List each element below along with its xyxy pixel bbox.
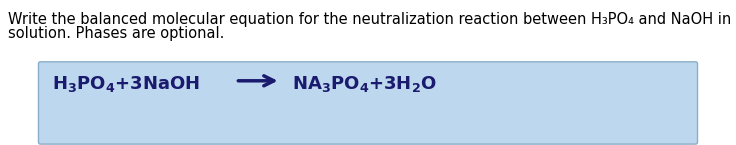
Text: Write the balanced molecular equation for the neutralization reaction between H₃: Write the balanced molecular equation fo…	[8, 12, 736, 27]
FancyBboxPatch shape	[38, 62, 698, 144]
Text: $\mathbf{H_3PO_4}$$\mathbf{+3NaOH}$: $\mathbf{H_3PO_4}$$\mathbf{+3NaOH}$	[52, 74, 200, 94]
Text: solution. Phases are optional.: solution. Phases are optional.	[8, 26, 224, 41]
Text: $\mathbf{NA_3PO_4}$$\mathbf{+3H_2O}$: $\mathbf{NA_3PO_4}$$\mathbf{+3H_2O}$	[292, 74, 437, 94]
